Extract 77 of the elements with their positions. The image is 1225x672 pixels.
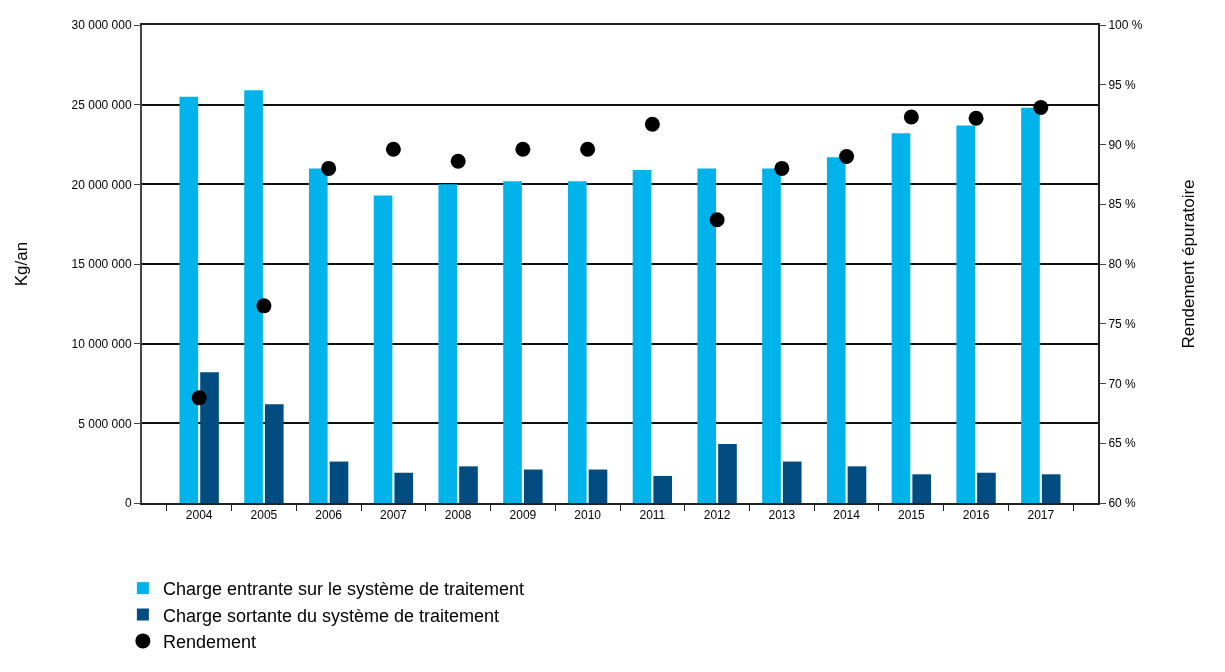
legend-label: Charge sortante du système de traitement <box>162 605 500 626</box>
point <box>450 153 466 169</box>
bar <box>1041 474 1061 503</box>
x-tick-label: 2015 <box>897 508 926 523</box>
y2-tick-label: 90 % <box>1108 137 1137 152</box>
y2-tick-label: 85 % <box>1108 197 1137 212</box>
bar <box>200 372 219 503</box>
bar <box>891 133 911 503</box>
y2-tick-label: 100 % <box>1108 18 1143 33</box>
y2-tick-label: 75 % <box>1108 316 1137 331</box>
legend-label: Charge entrante sur le système de traitement <box>162 579 525 600</box>
y2-tick-label: 95 % <box>1108 77 1137 92</box>
y-tick-label: 25 000 000 <box>71 97 132 112</box>
bar <box>329 461 349 503</box>
y2-axis-title: Rendement épuratoire <box>1178 179 1198 349</box>
y2-tick-label: 65 % <box>1108 436 1137 451</box>
y2-tick-label: 60 % <box>1108 496 1137 511</box>
x-tick-label: 2011 <box>639 508 666 523</box>
bar <box>588 469 608 503</box>
bar <box>718 444 737 503</box>
x-tick-label: 2008 <box>444 508 472 523</box>
bar <box>503 181 522 503</box>
x-tick-label: 2013 <box>768 508 796 523</box>
point <box>903 109 919 125</box>
point <box>644 116 660 132</box>
y-tick-label: 10 000 000 <box>71 336 132 351</box>
bar <box>523 469 543 503</box>
point <box>321 160 337 176</box>
bar <box>956 125 976 503</box>
bar <box>826 157 846 503</box>
bar <box>373 195 393 503</box>
point <box>580 141 596 157</box>
x-tick-label: 2009 <box>509 508 537 523</box>
bar <box>762 168 781 503</box>
bar <box>847 466 867 503</box>
point <box>385 141 401 157</box>
bar <box>1021 107 1040 503</box>
point <box>191 390 207 406</box>
x-tick-label: 2004 <box>185 508 213 523</box>
bar <box>653 475 673 503</box>
bar <box>264 404 284 503</box>
bar <box>977 472 996 503</box>
y-tick-label: 0 <box>124 496 132 511</box>
bar <box>697 168 717 503</box>
bar <box>567 181 587 503</box>
bar <box>632 169 652 503</box>
x-tick-label: 2007 <box>380 508 408 523</box>
x-tick-label: 2016 <box>962 508 990 523</box>
bar <box>394 472 414 503</box>
x-tick-label: 2010 <box>574 508 602 523</box>
point <box>839 148 855 164</box>
bar <box>438 184 458 503</box>
y2-tick-label: 70 % <box>1108 376 1137 391</box>
point <box>968 110 984 126</box>
x-tick-label: 2006 <box>315 508 343 523</box>
bar <box>308 168 328 503</box>
legend-label: Rendement <box>162 631 256 652</box>
y2-tick-label: 80 % <box>1108 257 1137 272</box>
y-axis-title: Kg/an <box>11 241 31 287</box>
y-tick-label: 30 000 000 <box>71 18 132 33</box>
bar <box>912 474 932 503</box>
x-tick-label: 2017 <box>1027 508 1055 523</box>
x-tick-label: 2014 <box>833 508 861 523</box>
bar <box>459 466 478 503</box>
y-tick-label: 15 000 000 <box>71 257 132 272</box>
bar <box>244 90 263 503</box>
point <box>709 212 725 228</box>
x-tick-label: 2005 <box>250 508 278 523</box>
point <box>256 298 272 314</box>
bar <box>179 96 199 503</box>
point <box>1033 99 1049 115</box>
point <box>515 141 531 157</box>
x-tick-label: 2012 <box>703 508 731 523</box>
y-tick-label: 20 000 000 <box>71 177 132 192</box>
bar <box>782 461 802 503</box>
y-tick-label: 5 000 000 <box>78 416 132 431</box>
point <box>774 160 790 176</box>
